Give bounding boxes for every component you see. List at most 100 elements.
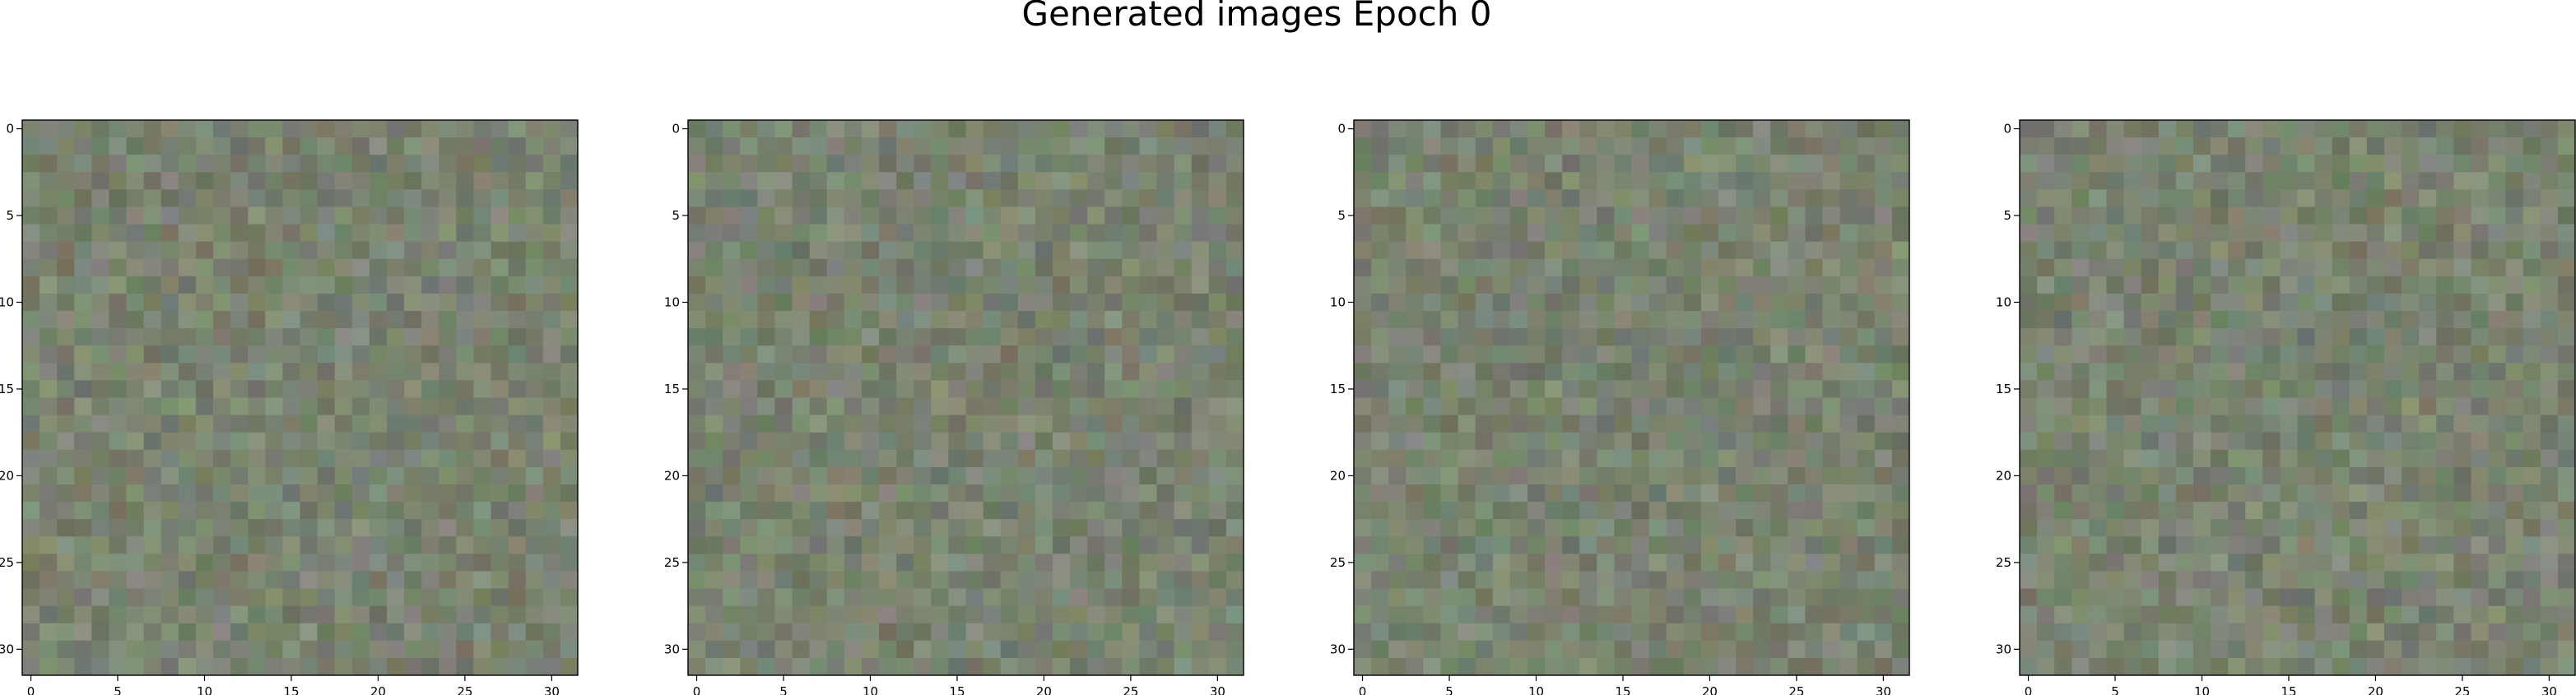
image-pixel xyxy=(2366,380,2385,398)
image-pixel xyxy=(386,588,405,607)
image-pixel xyxy=(1545,432,1563,451)
image-pixel xyxy=(508,276,527,294)
image-pixel xyxy=(1191,137,1210,155)
image-pixel xyxy=(1839,206,1858,225)
image-pixel xyxy=(965,415,983,433)
image-pixel xyxy=(1648,640,1667,659)
image-pixel xyxy=(2054,449,2072,468)
image-pixel xyxy=(126,502,145,520)
image-pixel xyxy=(2020,449,2038,468)
image-pixel xyxy=(2523,155,2541,173)
image-pixel xyxy=(1122,120,1140,138)
image-pixel xyxy=(1225,502,1244,520)
image-pixel xyxy=(2192,345,2211,364)
image-pixel xyxy=(1423,484,1441,503)
image-pixel xyxy=(879,172,897,190)
image-pixel xyxy=(896,258,914,277)
image-pixel xyxy=(91,466,109,485)
image-pixel xyxy=(2071,189,2090,207)
image-pixel xyxy=(1458,588,1476,607)
image-pixel xyxy=(1770,241,1788,260)
image-pixel xyxy=(57,397,75,415)
image-pixel xyxy=(1545,519,1563,537)
y-tick-label: 30 xyxy=(664,642,680,656)
image-pixel xyxy=(178,328,197,346)
image-pixel xyxy=(1139,293,1157,312)
image-pixel xyxy=(2262,172,2281,190)
image-pixel xyxy=(1122,502,1140,520)
image-pixel xyxy=(2020,293,2038,312)
image-pixel xyxy=(248,189,266,207)
image-pixel xyxy=(705,345,723,364)
image-pixel xyxy=(2228,449,2246,468)
image-pixel xyxy=(2141,380,2160,398)
image-pixel xyxy=(914,189,932,207)
image-pixel xyxy=(195,363,214,381)
image-pixel xyxy=(861,519,880,537)
image-pixel xyxy=(1208,258,1227,277)
image-pixel xyxy=(1354,172,1372,190)
image-pixel xyxy=(1423,380,1441,398)
image-pixel xyxy=(1475,276,1494,294)
image-pixel xyxy=(1822,172,1841,190)
image-pixel xyxy=(2557,415,2576,433)
image-pixel xyxy=(525,657,544,676)
image-pixel xyxy=(178,657,197,676)
image-pixel xyxy=(1753,397,1771,415)
image-pixel xyxy=(109,466,127,485)
image-pixel xyxy=(1070,415,1088,433)
image-pixel xyxy=(965,241,983,260)
image-pixel xyxy=(1122,380,1140,398)
image-pixel xyxy=(473,623,491,642)
image-pixel xyxy=(1631,172,1649,190)
image-pixel xyxy=(525,536,544,554)
image-pixel xyxy=(213,155,231,173)
image-pixel xyxy=(809,258,828,277)
image-pixel xyxy=(351,293,370,312)
image-pixel xyxy=(126,605,145,624)
image-pixel xyxy=(1753,224,1771,243)
image-pixel xyxy=(931,432,949,451)
image-pixel xyxy=(2488,293,2507,312)
image-pixel xyxy=(1174,466,1193,485)
image-pixel xyxy=(1070,657,1088,676)
image-pixel xyxy=(1579,519,1597,537)
image-pixel xyxy=(178,466,197,485)
image-pixel xyxy=(1000,397,1019,415)
image-pixel xyxy=(1052,380,1071,398)
image-pixel xyxy=(1700,189,1719,207)
image-pixel xyxy=(2349,258,2368,277)
image-pixel xyxy=(1035,432,1053,451)
image-pixel xyxy=(126,484,145,503)
image-pixel xyxy=(300,224,318,243)
image-pixel xyxy=(369,328,388,346)
image-pixel xyxy=(1070,380,1088,398)
image-pixel xyxy=(723,484,741,503)
image-pixel xyxy=(1614,363,1632,381)
image-pixel xyxy=(421,276,439,294)
image-pixel xyxy=(1614,172,1632,190)
image-pixel xyxy=(439,328,457,346)
image-pixel xyxy=(1492,432,1511,451)
image-pixel xyxy=(542,137,561,155)
image-pixel xyxy=(1017,571,1036,589)
image-cells xyxy=(2020,120,2576,676)
image-pixel xyxy=(404,137,422,155)
image-pixel xyxy=(1545,328,1563,346)
image-pixel xyxy=(2314,657,2333,676)
image-pixel xyxy=(1579,293,1597,312)
image-pixel xyxy=(2488,536,2507,554)
image-pixel xyxy=(1788,311,1806,329)
image-pixel xyxy=(1579,588,1597,607)
image-pixel xyxy=(1458,466,1476,485)
image-pixel xyxy=(213,519,231,537)
image-pixel xyxy=(2089,155,2107,173)
image-pixel xyxy=(2366,397,2385,415)
image-pixel xyxy=(723,345,741,364)
image-pixel xyxy=(1648,276,1667,294)
image-pixel xyxy=(1122,536,1140,554)
image-pixel xyxy=(282,588,300,607)
image-pixel xyxy=(2280,345,2298,364)
image-pixel xyxy=(1700,449,1719,468)
image-pixel xyxy=(2123,120,2142,138)
